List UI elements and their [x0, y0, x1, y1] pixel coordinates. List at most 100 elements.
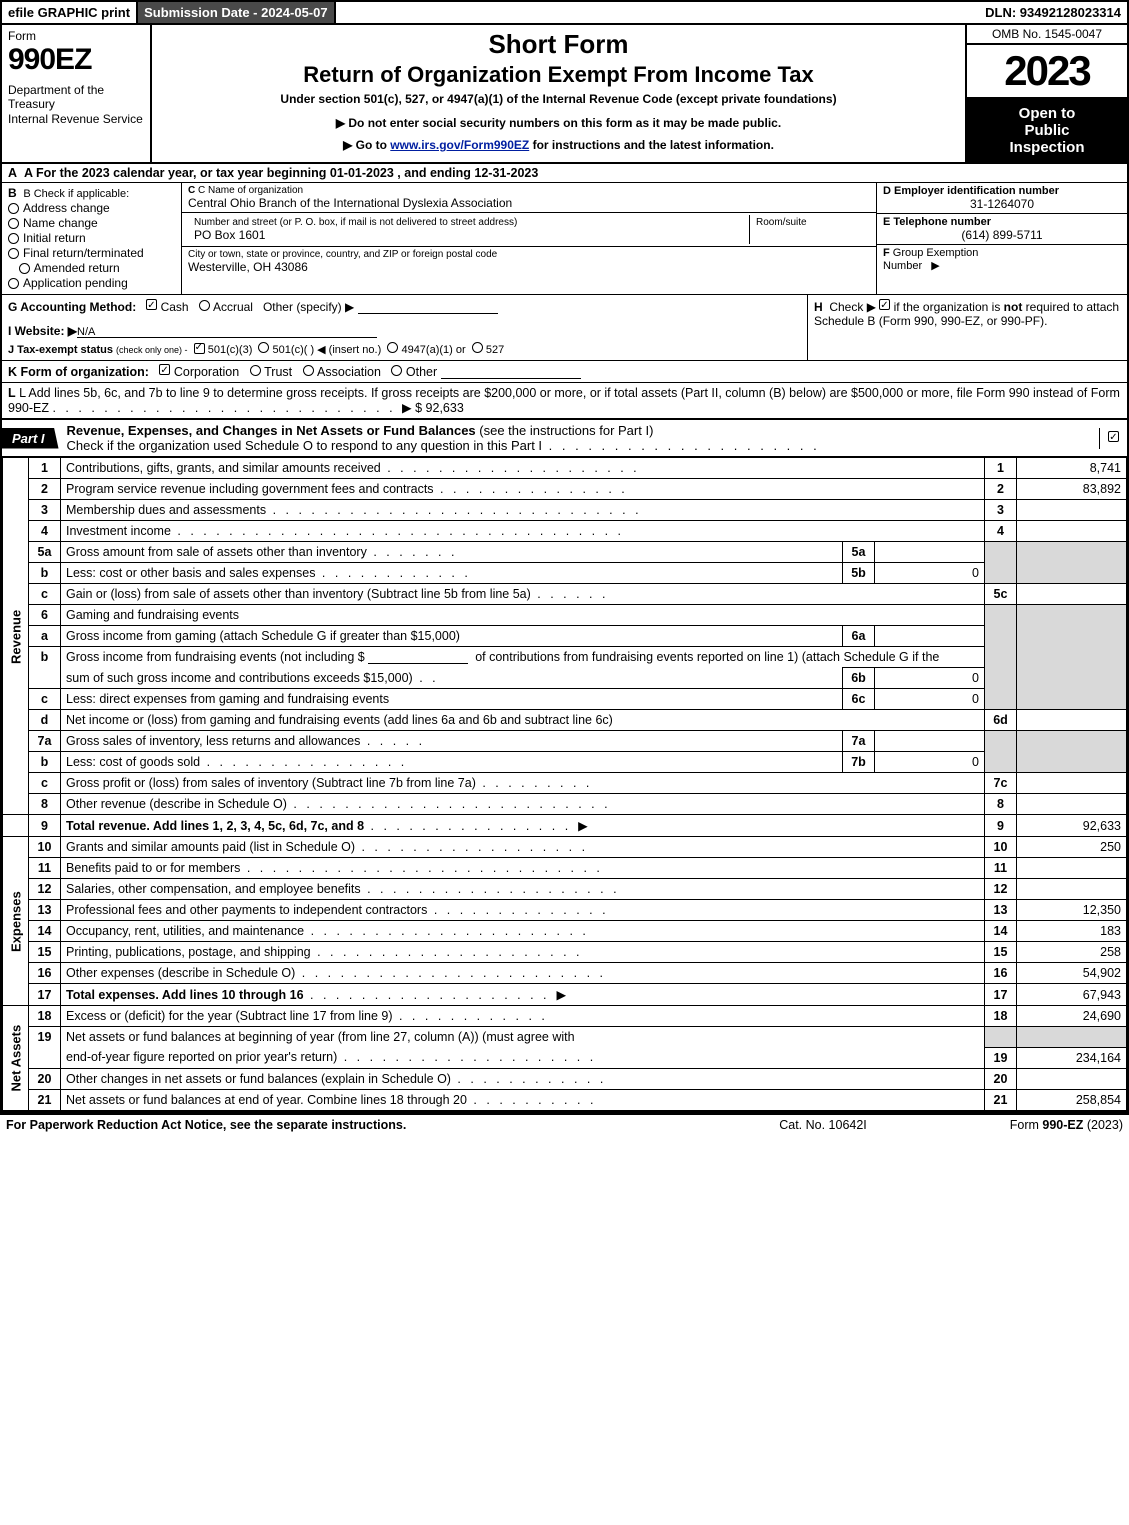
- checkbox-h[interactable]: [879, 299, 890, 310]
- open3: Inspection: [971, 139, 1123, 156]
- l10-num: 10: [29, 837, 61, 858]
- part1-header: Part I Revenue, Expenses, and Changes in…: [2, 418, 1127, 457]
- l6c-desc: Less: direct expenses from gaming and fu…: [66, 692, 389, 706]
- l6-greycell: [985, 605, 1017, 710]
- section-bcdef: B B Check if applicable: Address change …: [2, 183, 1127, 295]
- checkbox-application-pending[interactable]: [8, 278, 19, 289]
- line-9: 9 Total revenue. Add lines 1, 2, 3, 4, 5…: [3, 815, 1127, 837]
- k-assoc: Association: [317, 365, 381, 379]
- irs-link[interactable]: www.irs.gov/Form990EZ: [390, 138, 529, 152]
- footer: For Paperwork Reduction Act Notice, see …: [0, 1113, 1129, 1135]
- line-12: 12 Salaries, other compensation, and emp…: [3, 879, 1127, 900]
- final-label: Final return/terminated: [23, 246, 144, 260]
- checkbox-cash[interactable]: [146, 299, 157, 310]
- l19-greycell: [985, 1027, 1017, 1048]
- k-other: Other: [406, 365, 437, 379]
- l18-rn: 18: [985, 1006, 1017, 1027]
- row-gh: G Accounting Method: Cash Accrual Other …: [2, 295, 1127, 361]
- l15-val: 258: [1017, 942, 1127, 963]
- l9-val: 92,633: [1017, 815, 1127, 837]
- line-20: 20 Other changes in net assets or fund b…: [3, 1068, 1127, 1089]
- initial-label: Initial return: [23, 231, 86, 245]
- website-val: N/A: [77, 326, 95, 338]
- col-b: B B Check if applicable: Address change …: [2, 183, 182, 294]
- l18-desc: Excess or (deficit) for the year (Subtra…: [66, 1009, 393, 1023]
- c-street-block: Number and street (or P. O. box, if mail…: [182, 213, 876, 247]
- l3-val: [1017, 500, 1127, 521]
- l2-val: 83,892: [1017, 479, 1127, 500]
- checkbox-association[interactable]: [303, 365, 314, 376]
- checkbox-name-change[interactable]: [8, 218, 19, 229]
- checkbox-other[interactable]: [391, 365, 402, 376]
- l11-num: 11: [29, 858, 61, 879]
- l7a-desc: Gross sales of inventory, less returns a…: [66, 734, 360, 748]
- sidelabel-revenue: Revenue: [3, 458, 29, 815]
- l6b-blank[interactable]: [368, 650, 468, 664]
- checkbox-amended[interactable]: [19, 263, 30, 274]
- l8-val: [1017, 794, 1127, 815]
- checkbox-trust[interactable]: [250, 365, 261, 376]
- d-lbl: D Employer identification number: [883, 185, 1059, 197]
- b-label: B B Check if applicable:: [8, 186, 175, 200]
- efile-print[interactable]: efile GRAPHIC print: [2, 2, 138, 23]
- l7b-num: b: [29, 752, 61, 773]
- l13-num: 13: [29, 900, 61, 921]
- col-def: D Employer identification number 31-1264…: [877, 183, 1127, 294]
- footer-right: Form 990-EZ (2023): [923, 1118, 1123, 1132]
- g-block: G Accounting Method: Cash Accrual Other …: [2, 295, 807, 360]
- row-a-tax-year: A A For the 2023 calendar year, or tax y…: [2, 164, 1127, 183]
- header-center: Short Form Return of Organization Exempt…: [152, 25, 967, 162]
- row-l: L L Add lines 5b, 6c, and 7b to line 9 t…: [2, 383, 1127, 418]
- l16-desc: Other expenses (describe in Schedule O): [66, 966, 295, 980]
- website-field[interactable]: N/A: [77, 324, 377, 338]
- line-6c: c Less: direct expenses from gaming and …: [3, 689, 1127, 710]
- l7c-rn: 7c: [985, 773, 1017, 794]
- i-label: I Website: ▶: [8, 324, 77, 338]
- checkbox-initial-return[interactable]: [8, 233, 19, 244]
- l13-desc: Professional fees and other payments to …: [66, 903, 427, 917]
- l19-num: 19: [29, 1027, 61, 1048]
- line-6d: d Net income or (loss) from gaming and f…: [3, 710, 1127, 731]
- goto-post: for instructions and the latest informat…: [529, 138, 774, 152]
- line-5b: b Less: cost or other basis and sales ex…: [3, 563, 1127, 584]
- form-word: Form: [8, 29, 144, 43]
- l12-rn: 12: [985, 879, 1017, 900]
- checkbox-4947[interactable]: [387, 342, 398, 353]
- checkbox-accrual[interactable]: [199, 300, 210, 311]
- l6a-bval: [875, 626, 985, 647]
- l6d-desc: Net income or (loss) from gaming and fun…: [66, 713, 613, 727]
- amended-label: Amended return: [34, 261, 120, 275]
- k-corp: Corporation: [174, 365, 239, 379]
- l1-rn: 1: [985, 458, 1017, 479]
- footer-right-post: (2023): [1083, 1118, 1123, 1132]
- k-other-field[interactable]: [441, 365, 581, 379]
- lines-table: Revenue 1 Contributions, gifts, grants, …: [2, 457, 1127, 1111]
- l19-val: 234,164: [1017, 1047, 1127, 1068]
- line-6: 6 Gaming and fundraising events: [3, 605, 1127, 626]
- c-name-block: C C Name of organization Central Ohio Br…: [182, 183, 876, 213]
- l15-rn: 15: [985, 942, 1017, 963]
- checkbox-corporation[interactable]: [159, 364, 170, 375]
- tax-year: 2023: [967, 45, 1127, 99]
- l5c-desc: Gain or (loss) from sale of assets other…: [66, 587, 531, 601]
- l4-val: [1017, 521, 1127, 542]
- city-lbl: City or town, state or province, country…: [188, 249, 870, 260]
- checkbox-final-return[interactable]: [8, 248, 19, 259]
- l11-val: [1017, 858, 1127, 879]
- org-name: Central Ohio Branch of the International…: [188, 196, 870, 210]
- b-label-text: B Check if applicable:: [23, 188, 129, 200]
- form-990ez-page: efile GRAPHIC print Submission Date - 20…: [0, 0, 1129, 1113]
- checkbox-schedule-o[interactable]: [1108, 431, 1119, 442]
- checkbox-501c3[interactable]: [194, 343, 205, 354]
- l6c-box: 6c: [843, 689, 875, 710]
- other-specify-field[interactable]: [358, 300, 498, 314]
- checkbox-527[interactable]: [472, 342, 483, 353]
- part1-title: Revenue, Expenses, and Changes in Net As…: [59, 420, 1099, 456]
- l13-val: 12,350: [1017, 900, 1127, 921]
- checkbox-501c[interactable]: [258, 342, 269, 353]
- part1-title-rest: (see the instructions for Part I): [476, 423, 654, 438]
- checkbox-address-change[interactable]: [8, 203, 19, 214]
- l17-val: 67,943: [1017, 984, 1127, 1006]
- l21-rn: 21: [985, 1089, 1017, 1110]
- line-4: 4 Investment income . . . . . . . . . . …: [3, 521, 1127, 542]
